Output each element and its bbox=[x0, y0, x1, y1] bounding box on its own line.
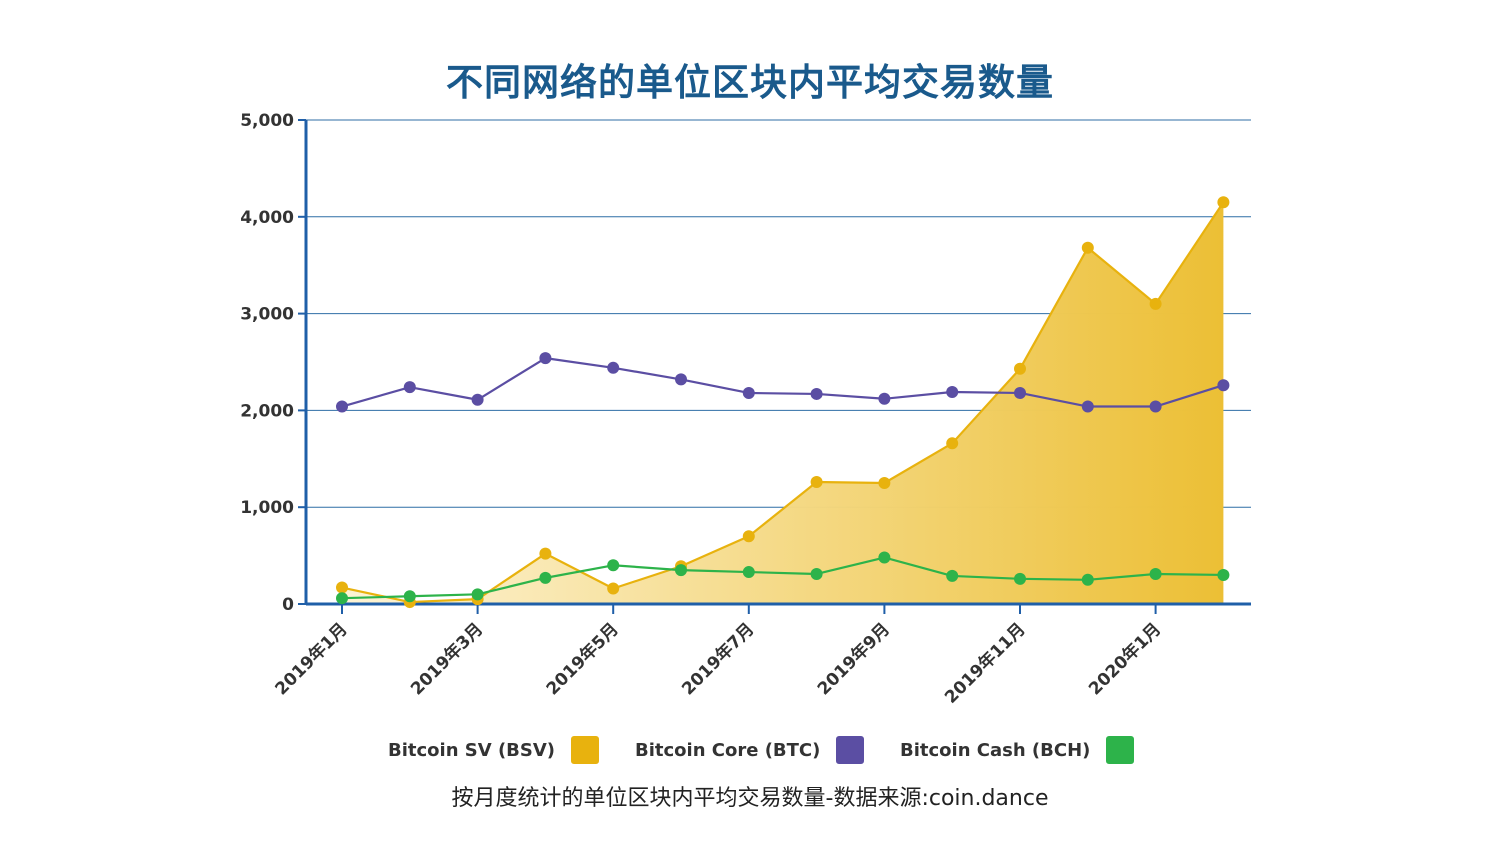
point-btc bbox=[1014, 386, 1026, 399]
point-bch bbox=[1217, 568, 1230, 581]
legend-label-btc: Bitcoin Core (BTC) bbox=[635, 739, 821, 761]
legend-item-bsv: Bitcoin SV (BSV) bbox=[388, 734, 600, 766]
point-bsv bbox=[1217, 196, 1230, 209]
x-tick-label: 2019年1月 bbox=[271, 619, 352, 700]
point-bsv bbox=[810, 476, 823, 489]
point-btc bbox=[675, 373, 687, 386]
point-btc bbox=[878, 392, 891, 405]
point-bch bbox=[1081, 573, 1094, 586]
point-bsv bbox=[742, 530, 755, 543]
point-bch bbox=[607, 559, 620, 572]
legend-item-bch: Bitcoin Cash (BCH) bbox=[900, 734, 1135, 766]
line-btc bbox=[341, 357, 1224, 408]
x-tick-label: 2019年3月 bbox=[406, 619, 487, 700]
point-bch bbox=[539, 571, 552, 584]
point-btc bbox=[336, 400, 348, 413]
x-tick-label: 2020年1月 bbox=[1084, 619, 1165, 700]
point-bch bbox=[878, 551, 891, 564]
point-bch bbox=[946, 569, 959, 582]
point-bsv bbox=[607, 582, 620, 595]
point-btc bbox=[742, 386, 755, 399]
y-tick-label: 4,000 bbox=[240, 208, 294, 228]
y-tick-label: 3,000 bbox=[240, 305, 294, 325]
point-bch bbox=[336, 592, 348, 605]
chart-title: 不同网络的单位区块内平均交易数量 bbox=[446, 61, 1054, 104]
legend-swatch-bch bbox=[1106, 736, 1135, 764]
point-bsv bbox=[539, 547, 552, 560]
point-btc bbox=[1217, 379, 1230, 392]
point-bch bbox=[471, 588, 484, 601]
point-bsv bbox=[878, 477, 891, 489]
legend-item-btc: Bitcoin Core (BTC) bbox=[635, 734, 865, 766]
point-bsv bbox=[946, 437, 959, 450]
point-btc bbox=[607, 361, 620, 374]
y-tick-label: 5,000 bbox=[240, 111, 294, 131]
x-tick-label: 2019年9月 bbox=[813, 619, 894, 700]
point-bch bbox=[1149, 567, 1162, 580]
x-tick-label: 2019年11月 bbox=[940, 619, 1029, 708]
point-bsv bbox=[336, 581, 348, 594]
point-bch bbox=[742, 566, 755, 579]
x-tick-label: 2019年7月 bbox=[678, 619, 759, 700]
point-bch bbox=[1014, 572, 1026, 585]
legend-label-bch: Bitcoin Cash (BCH) bbox=[900, 739, 1091, 761]
legend-label-bsv: Bitcoin SV (BSV) bbox=[388, 739, 556, 761]
point-btc bbox=[810, 387, 823, 400]
point-btc bbox=[1081, 400, 1094, 413]
chart-caption: 按月度统计的单位区块内平均交易数量-数据来源:coin.dance bbox=[451, 786, 1049, 811]
point-btc bbox=[471, 393, 484, 406]
y-tick-label: 1,000 bbox=[240, 498, 294, 518]
point-bch bbox=[810, 567, 823, 580]
legend-swatch-bsv bbox=[571, 736, 600, 764]
point-bsv bbox=[1149, 297, 1162, 310]
point-btc bbox=[403, 381, 416, 394]
point-bsv bbox=[1014, 362, 1026, 375]
point-btc bbox=[1149, 400, 1162, 413]
x-tick-label: 2019年5月 bbox=[542, 619, 623, 700]
legend-swatch-btc bbox=[836, 736, 865, 764]
y-tick-label: 2,000 bbox=[240, 401, 294, 421]
point-btc bbox=[539, 352, 552, 365]
point-btc bbox=[946, 386, 959, 399]
line-bch bbox=[341, 556, 1224, 600]
y-tick-label: 0 bbox=[282, 595, 294, 615]
point-bsv bbox=[1081, 241, 1094, 254]
area-bsv bbox=[342, 202, 1224, 604]
point-bch bbox=[675, 564, 687, 577]
point-bch bbox=[403, 590, 416, 603]
